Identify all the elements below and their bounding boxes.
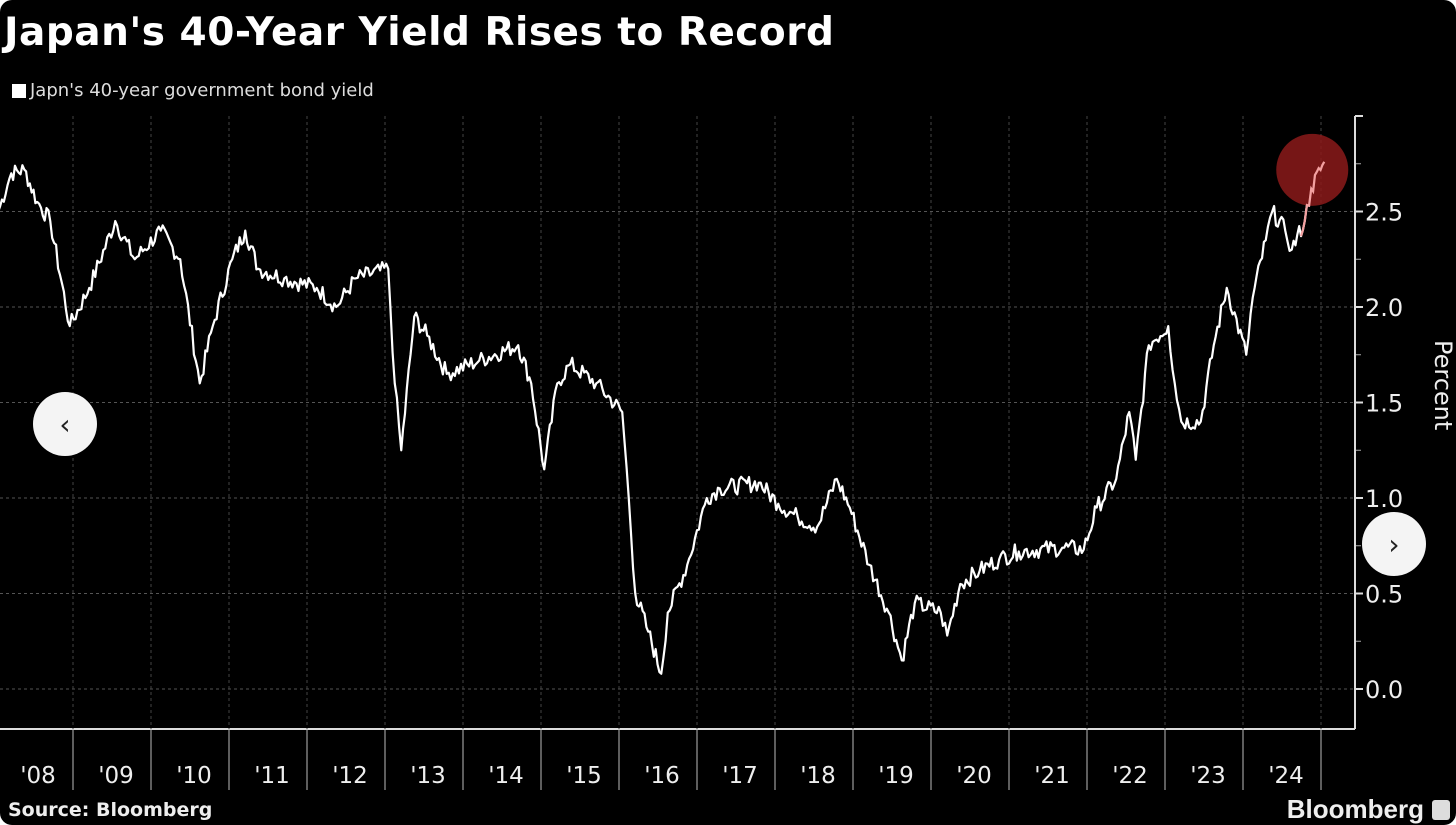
chart-title: Japan's 40-Year Yield Rises to Record — [4, 10, 835, 55]
x-tick-label: '12 — [332, 763, 368, 789]
y-tick-label: 1.5 — [1365, 390, 1403, 418]
x-tick-label: '13 — [410, 763, 446, 789]
y-tick-label: 0.5 — [1365, 581, 1403, 609]
previous-button[interactable]: ‹ — [33, 392, 97, 456]
x-tick-label: '09 — [98, 763, 134, 789]
legend-label: Japn's 40-year government bond yield — [30, 80, 374, 101]
x-tick-label: '18 — [800, 763, 836, 789]
y-tick-label: 1.0 — [1365, 485, 1403, 513]
x-tick-label: '19 — [878, 763, 914, 789]
x-tick-label: '24 — [1268, 763, 1304, 789]
x-tick-label: '10 — [176, 763, 212, 789]
record-highlight-circle — [1276, 133, 1349, 206]
legend: Japn's 40-year government bond yield — [12, 80, 374, 101]
record-line-segment — [1299, 161, 1326, 237]
y-tick-label: 0.0 — [1365, 676, 1403, 704]
bloomberg-chart-icon — [1432, 800, 1450, 820]
chevron-left-icon: ‹ — [59, 407, 71, 441]
y-axis-label: Percent — [1429, 340, 1456, 431]
x-tick-label: '22 — [1112, 763, 1148, 789]
yield-line — [0, 161, 1326, 675]
source-note: Source: Bloomberg — [8, 799, 213, 821]
x-tick-label: '23 — [1190, 763, 1226, 789]
legend-swatch — [12, 83, 26, 98]
x-tick-label: '16 — [644, 763, 680, 789]
x-tick-label: '20 — [956, 763, 992, 789]
x-tick-label: '14 — [488, 763, 524, 789]
x-tick-label: '21 — [1034, 763, 1070, 789]
x-tick-label: '11 — [254, 763, 290, 789]
bloomberg-logo: Bloomberg — [1286, 794, 1424, 824]
x-tick-label: '15 — [566, 763, 602, 789]
chevron-right-icon: › — [1388, 527, 1400, 561]
y-tick-label: 2.5 — [1365, 199, 1403, 227]
x-tick-label: '08 — [20, 763, 56, 789]
next-button[interactable]: › — [1362, 512, 1426, 576]
x-tick-label: '17 — [722, 763, 758, 789]
y-tick-label: 2.0 — [1365, 294, 1403, 322]
